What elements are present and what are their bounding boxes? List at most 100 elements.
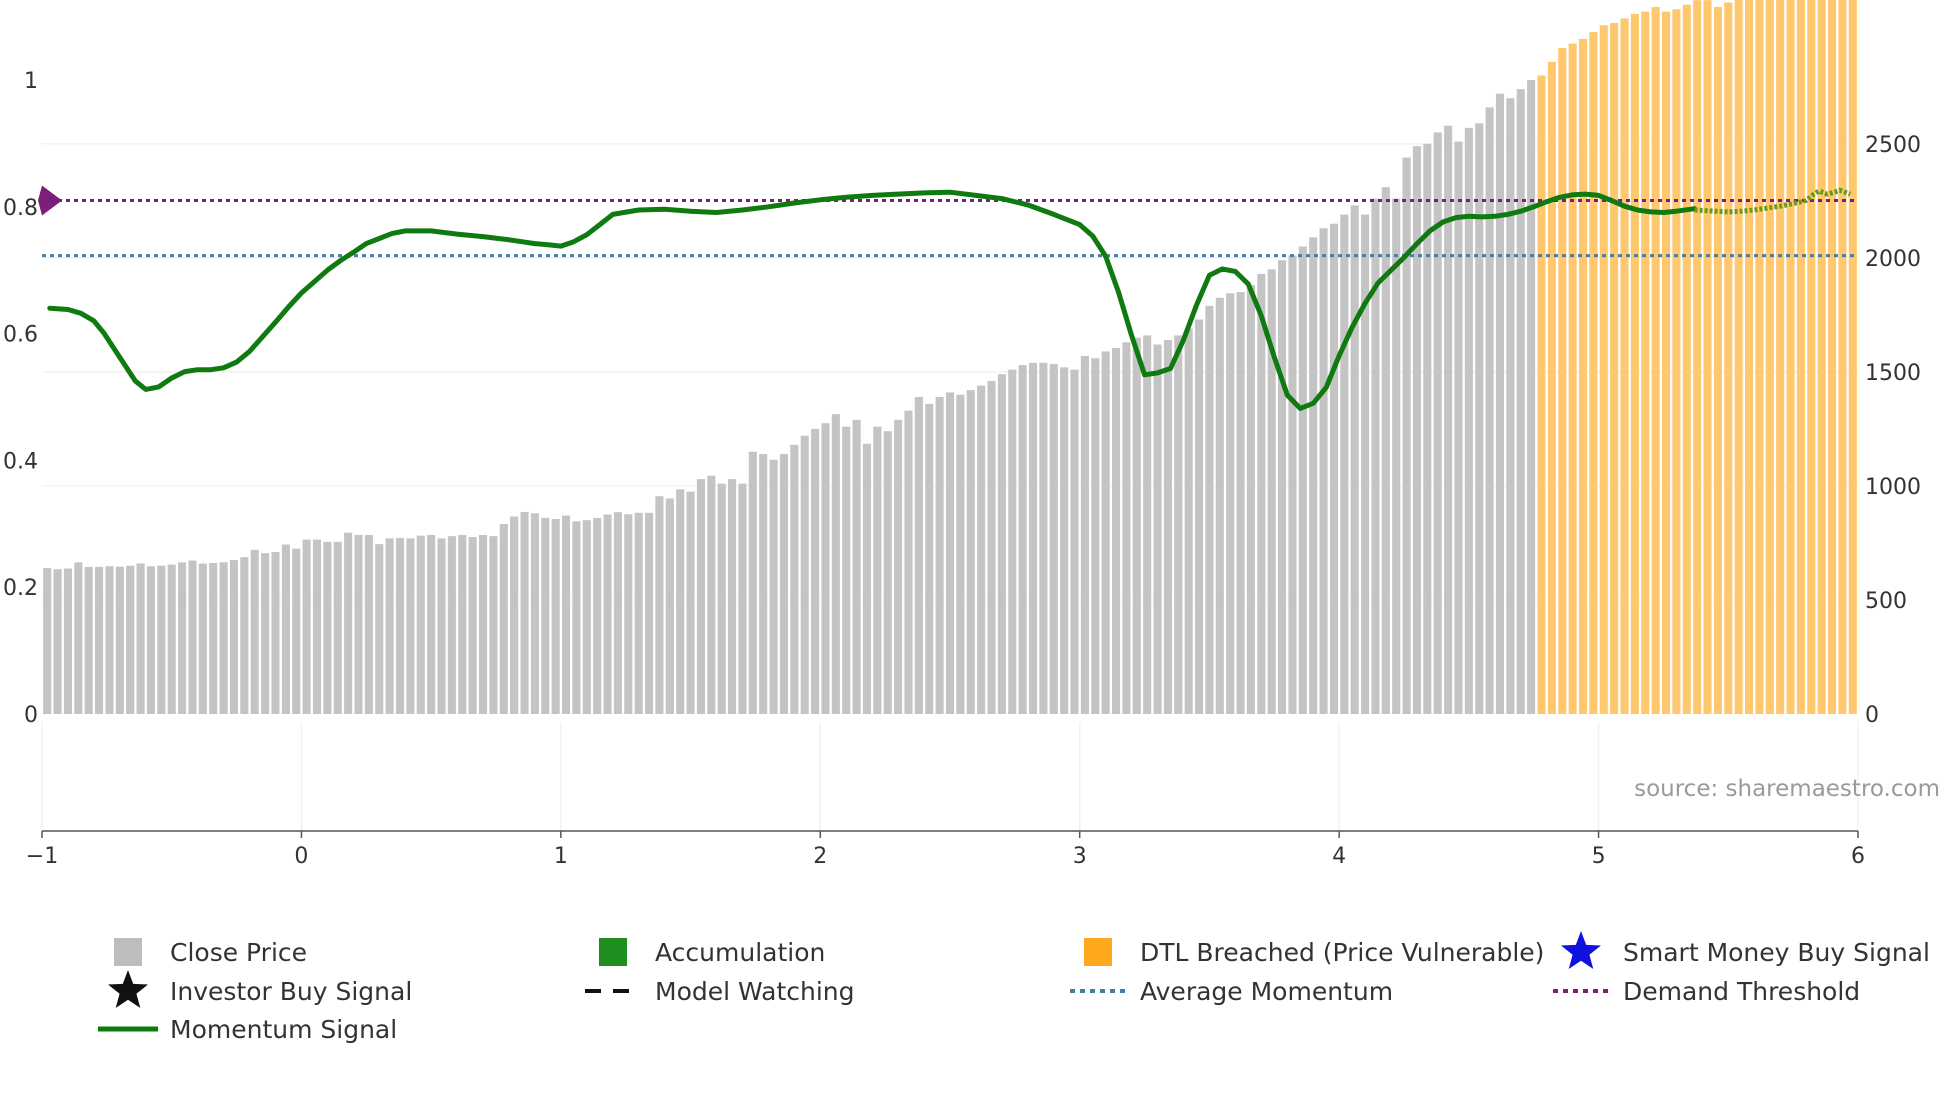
close-price-bar bbox=[188, 560, 197, 714]
y-left-tick-label: 0.4 bbox=[3, 449, 38, 474]
close-price-bar bbox=[1516, 89, 1525, 715]
close-price-bar bbox=[43, 568, 52, 714]
close-price-bar bbox=[1174, 335, 1183, 714]
dtl-breached-bar bbox=[1651, 7, 1660, 714]
close-price-bar bbox=[1402, 157, 1411, 715]
close-price-bar bbox=[354, 534, 363, 714]
close-price-bar bbox=[1329, 223, 1338, 714]
smart-money-star-icon bbox=[1561, 931, 1601, 969]
legend-item-momentum: Momentum Signal bbox=[98, 1015, 397, 1044]
close-price-bar bbox=[271, 552, 280, 714]
close-price-bar bbox=[541, 517, 550, 714]
close-price-bar bbox=[665, 498, 674, 714]
close-price-bar bbox=[1423, 143, 1432, 715]
legend-label: Model Watching bbox=[655, 977, 855, 1006]
close-price-bar bbox=[696, 479, 705, 714]
dtl-breached-bar bbox=[1786, 0, 1795, 714]
legend-item-smart: Smart Money Buy Signal bbox=[1561, 931, 1930, 969]
momentum-signal-line bbox=[47, 189, 1698, 411]
axes: −1 0 1 2 3 4 5 6 0 0.2 0.4 0.6 0.8 1 0 500 1000 1500 2000 2… bbox=[3, 69, 1921, 869]
close-price-bar bbox=[74, 562, 83, 714]
close-price-bar bbox=[613, 512, 622, 714]
close-price-bar bbox=[655, 496, 664, 714]
y-left-tick-label: 1 bbox=[24, 69, 38, 94]
close-price-bar bbox=[416, 535, 425, 714]
dtl-breached-bar bbox=[1682, 4, 1691, 715]
close-price-bar bbox=[1039, 362, 1048, 714]
dtl-breached-bar bbox=[1744, 0, 1754, 714]
dtl-breached-bar bbox=[1672, 9, 1681, 715]
close-price-bar bbox=[1205, 305, 1214, 714]
close-price-bar bbox=[437, 538, 446, 714]
close-price-bar bbox=[894, 419, 903, 714]
close-price-bar bbox=[520, 511, 529, 714]
close-price-bar bbox=[686, 491, 695, 714]
close-price-bar bbox=[1350, 205, 1359, 714]
close-price-bar bbox=[1143, 335, 1152, 714]
y-right-tick-label: 2500 bbox=[1865, 133, 1921, 158]
close-price-bar bbox=[759, 454, 768, 714]
y-left-tick-label: 0 bbox=[24, 703, 38, 728]
close-price-bar bbox=[468, 537, 477, 714]
close-price-bar bbox=[987, 381, 996, 714]
accumulation-swatch bbox=[599, 938, 627, 966]
close-price-bar bbox=[925, 403, 934, 714]
dtl-breached-bar bbox=[1817, 0, 1826, 714]
close-price-bar bbox=[136, 563, 145, 714]
close-price-bar bbox=[1464, 127, 1473, 714]
legend-label: Smart Money Buy Signal bbox=[1623, 938, 1930, 967]
legend-item-accum: Accumulation bbox=[599, 938, 825, 967]
y-right-tick-label: 1500 bbox=[1865, 361, 1921, 386]
dtl-breached-bar bbox=[1765, 0, 1774, 714]
close-price-bar bbox=[281, 544, 290, 714]
close-price-bar bbox=[1412, 146, 1422, 714]
close-price-bar bbox=[1028, 362, 1038, 714]
close-price-bar bbox=[302, 539, 311, 714]
close-price-bar bbox=[126, 565, 135, 714]
x-tick-label: 3 bbox=[1073, 844, 1087, 869]
close-price-bar bbox=[624, 514, 633, 714]
close-price-bar bbox=[831, 414, 840, 714]
dtl-breached-bar bbox=[1547, 61, 1556, 714]
close-price-bar bbox=[489, 536, 498, 714]
close-price-bar bbox=[157, 565, 166, 714]
close-price-bar bbox=[312, 539, 322, 714]
dtl-breached-bar bbox=[1568, 43, 1577, 714]
dtl-breached-bar bbox=[1693, 0, 1702, 715]
close-price-bar bbox=[966, 390, 975, 714]
dtl-breached-bar bbox=[1599, 25, 1608, 714]
legend-label: Demand Threshold bbox=[1623, 977, 1860, 1006]
close-price-bar bbox=[240, 557, 249, 714]
close-price-bar bbox=[1246, 285, 1255, 714]
close-price-bar bbox=[821, 423, 830, 714]
close-price-bar bbox=[1433, 132, 1442, 714]
y-right-tick-label: 1000 bbox=[1865, 475, 1921, 500]
close-price-bar bbox=[115, 566, 124, 714]
dtl-breached-bar bbox=[1755, 0, 1764, 714]
dtl-breached-bar bbox=[1610, 22, 1619, 715]
source-label: source: sharemaestro.com bbox=[1634, 776, 1940, 802]
dtl-breached-bar bbox=[1589, 32, 1598, 715]
close-price-bar bbox=[572, 521, 581, 714]
close-price-bar bbox=[1101, 351, 1110, 714]
close-price-bar bbox=[1070, 369, 1079, 714]
close-price-bar bbox=[53, 569, 62, 714]
dtl-breached-bar bbox=[1848, 0, 1857, 714]
legend-label: Investor Buy Signal bbox=[170, 977, 412, 1006]
close-price-bar bbox=[229, 560, 239, 714]
close-price-bar bbox=[447, 536, 456, 714]
close-price-bar bbox=[1226, 293, 1235, 714]
close-price-bar bbox=[1319, 228, 1328, 715]
legend-item-demand: Demand Threshold bbox=[1553, 977, 1860, 1006]
dtl-breached-bar bbox=[1661, 11, 1671, 714]
close-price-bar bbox=[178, 562, 187, 714]
close-price-bar bbox=[1153, 344, 1162, 714]
close-price-bar bbox=[551, 519, 560, 714]
close-price-bar bbox=[209, 563, 218, 714]
x-tick-label: 6 bbox=[1851, 844, 1865, 869]
investor-star-icon bbox=[108, 970, 148, 1008]
close-price-bar bbox=[499, 524, 508, 714]
x-tick-label: −1 bbox=[26, 844, 58, 869]
close-price-bars bbox=[43, 0, 1857, 715]
